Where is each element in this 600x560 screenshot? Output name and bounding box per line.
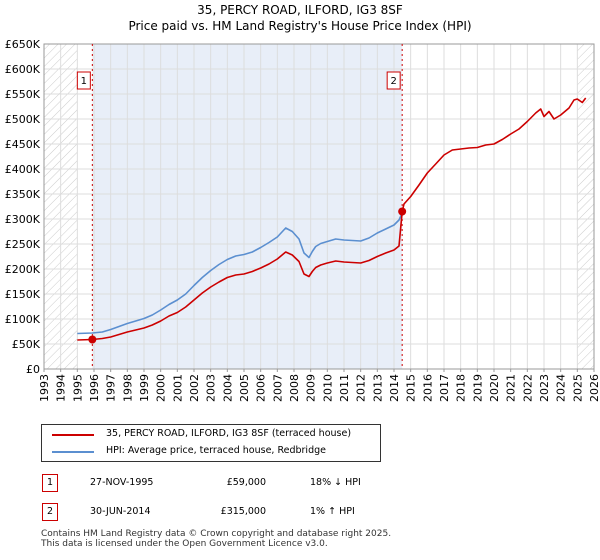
x-tick-label: 2007 xyxy=(271,374,284,402)
x-tick-label: 2000 xyxy=(155,374,168,402)
y-tick-label: £400K xyxy=(5,163,41,176)
y-tick-label: £450K xyxy=(5,138,41,151)
plot-frame xyxy=(43,43,595,370)
transaction-hpi-delta: 1% ↑ HPI xyxy=(310,506,355,517)
x-tick-label: 1997 xyxy=(105,374,118,402)
chart-title: 35, PERCY ROAD, ILFORD, IG3 8SF Price pa… xyxy=(0,2,600,34)
footer-line2: This data is licensed under the Open Gov… xyxy=(41,539,328,549)
y-tick-label: £0 xyxy=(26,363,40,376)
legend-swatch-hpi xyxy=(52,451,94,453)
x-tick-label: 2015 xyxy=(405,374,418,402)
y-tick-label: £500K xyxy=(5,113,41,126)
x-tick-label: 1999 xyxy=(138,374,151,402)
transaction-marker: 2 xyxy=(42,503,58,521)
chart-title-line1: 35, PERCY ROAD, ILFORD, IG3 8SF xyxy=(197,3,403,17)
transaction-row: 2 30-JUN-2014 £315,000 1% ↑ HPI xyxy=(0,503,600,523)
sale-point xyxy=(88,335,97,344)
x-tick-label: 2022 xyxy=(521,374,534,402)
sale-marker-number: 2 xyxy=(390,76,396,87)
transaction-date: 30-JUN-2014 xyxy=(90,506,151,517)
sale-marker-box xyxy=(386,71,401,90)
x-tick-label: 1993 xyxy=(38,374,51,402)
y-tick-label: £600K xyxy=(5,63,41,76)
chart-title-line2: Price paid vs. HM Land Registry's House … xyxy=(128,19,472,33)
legend-swatch-price-paid xyxy=(52,434,94,436)
x-tick-label: 2004 xyxy=(221,374,234,402)
x-tick-label: 2016 xyxy=(421,374,434,402)
y-tick-label: £250K xyxy=(5,238,41,251)
x-tick-label: 1996 xyxy=(88,374,101,402)
transaction-price: £59,000 xyxy=(226,477,266,488)
transaction-price: £315,000 xyxy=(220,506,266,517)
x-tick-label: 2012 xyxy=(355,374,368,402)
footer-line1: Contains HM Land Registry data © Crown c… xyxy=(41,529,392,539)
x-tick-label: 2002 xyxy=(188,374,201,402)
x-tick-label: 2001 xyxy=(171,374,184,402)
y-tick-label: £350K xyxy=(5,188,41,201)
x-tick-label: 2021 xyxy=(505,374,518,402)
x-tick-label: 2013 xyxy=(371,374,384,402)
y-tick-label: £650K xyxy=(5,38,41,51)
x-tick-label: 2008 xyxy=(288,374,301,402)
y-tick-label: £300K xyxy=(5,213,41,226)
x-tick-label: 2010 xyxy=(321,374,334,402)
y-tick-label: £50K xyxy=(12,338,41,351)
x-tick-label: 2017 xyxy=(438,374,451,402)
transaction-marker: 1 xyxy=(42,474,58,492)
x-tick-label: 2025 xyxy=(571,374,584,402)
x-tick-label: 2003 xyxy=(205,374,218,402)
x-tick-label: 2014 xyxy=(388,374,401,402)
x-tick-label: 2006 xyxy=(255,374,268,402)
x-tick-label: 2026 xyxy=(588,374,600,402)
y-tick-label: £200K xyxy=(5,263,41,276)
x-tick-label: 1994 xyxy=(55,374,68,402)
transaction-hpi-delta: 18% ↓ HPI xyxy=(310,477,361,488)
legend-label-price-paid: 35, PERCY ROAD, ILFORD, IG3 8SF (terrace… xyxy=(106,428,352,439)
x-tick-label: 1995 xyxy=(71,374,84,402)
y-tick-label: £550K xyxy=(5,88,41,101)
hatched-region xyxy=(577,44,594,369)
x-tick-label: 2023 xyxy=(538,374,551,402)
x-tick-label: 2009 xyxy=(305,374,318,402)
x-tick-label: 2018 xyxy=(455,374,468,402)
x-tick-label: 1998 xyxy=(121,374,134,402)
transaction-date: 27-NOV-1995 xyxy=(90,477,154,488)
x-tick-label: 2005 xyxy=(238,374,251,402)
price-chart: £0 £50K £100K £150K £200K £250K £300K £350K £400… xyxy=(5,38,600,402)
legend: 35, PERCY ROAD, ILFORD, IG3 8SF (terrace… xyxy=(41,424,381,462)
x-tick-label: 2019 xyxy=(471,374,484,402)
footer: Contains HM Land Registry data © Crown c… xyxy=(41,529,391,549)
sale-marker-number: 1 xyxy=(81,76,87,87)
x-tick-label: 2020 xyxy=(488,374,501,402)
sale-point xyxy=(398,207,407,216)
y-tick-label: £100K xyxy=(5,313,41,326)
transaction-row: 1 27-NOV-1995 £59,000 18% ↓ HPI xyxy=(0,474,600,494)
x-tick-label: 2024 xyxy=(555,374,568,402)
hpi-line xyxy=(77,212,403,335)
x-tick-label: 2011 xyxy=(338,374,351,402)
legend-label-hpi: HPI: Average price, terraced house, Redb… xyxy=(106,445,326,456)
y-tick-label: £150K xyxy=(5,288,41,301)
sale-marker-box xyxy=(76,71,91,90)
price-paid-line xyxy=(77,97,587,341)
